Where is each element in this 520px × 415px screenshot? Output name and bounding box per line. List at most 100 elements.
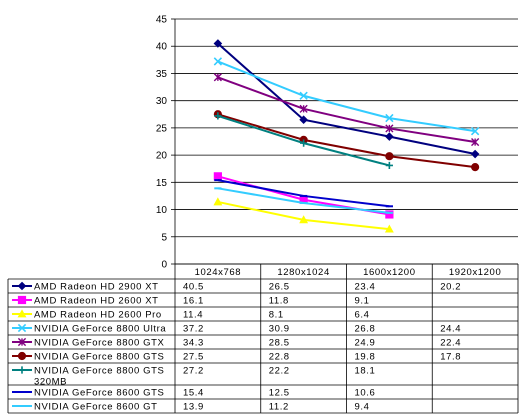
series-7 <box>214 112 393 170</box>
y-tick-label: 45 <box>156 15 168 26</box>
series-line <box>217 76 476 144</box>
legend-label: NVIDIA GeForce 8600 GTS <box>34 388 165 399</box>
data-label: 40.5 <box>183 282 204 293</box>
data-point <box>471 162 480 172</box>
x-category-label: 1024x768 <box>195 267 242 278</box>
data-point <box>300 139 308 147</box>
data-point <box>470 149 480 159</box>
data-point <box>214 112 222 120</box>
y-tick-label: 0 <box>161 260 167 271</box>
data-table: 1024x768 1280x1024 1600x1200 1920x1200 AMD R… <box>7 263 519 414</box>
y-tick-label: 20 <box>156 151 168 162</box>
data-label: 27.5 <box>183 352 204 363</box>
data-label: 8.1 <box>269 310 284 321</box>
data-point <box>213 57 223 66</box>
data-point <box>385 161 393 170</box>
data-point <box>471 137 480 147</box>
data-label: 10.6 <box>355 388 376 399</box>
y-tick-label: 30 <box>156 96 168 107</box>
data-label: 18.1 <box>355 366 376 377</box>
legend-key <box>12 351 32 361</box>
legend-label: AMD Radeon HD 2600 XT <box>34 296 159 307</box>
legend-label: NVIDIA GeForce 8800 Ultra <box>34 324 166 335</box>
legend-label: NVIDIA GeForce 8800 GTX <box>34 338 165 349</box>
y-tick-label: 25 <box>156 123 168 134</box>
data-label: 15.4 <box>183 388 204 399</box>
legend-label: NVIDIA GeForce 8800 GTS <box>34 352 165 363</box>
data-point <box>299 104 308 113</box>
legend-key <box>12 337 32 347</box>
data-point <box>385 152 394 161</box>
legend-key <box>12 295 32 305</box>
data-point <box>17 337 27 347</box>
x-category-label: 1280x1024 <box>277 267 329 278</box>
data-point <box>17 323 27 333</box>
data-point <box>17 309 27 318</box>
data-label: 6.4 <box>355 310 370 321</box>
data-label: 24.4 <box>440 324 461 335</box>
data-label: 27.2 <box>183 366 204 377</box>
legend-label: NVIDIA GeForce 8800 GTS <box>34 366 165 377</box>
data-point <box>213 197 223 206</box>
data-point <box>385 124 394 133</box>
data-point <box>213 39 223 48</box>
legend-key <box>12 366 32 374</box>
data-point <box>384 224 394 233</box>
data-label: 26.8 <box>355 324 376 335</box>
data-point <box>17 351 27 361</box>
legend-label: NVIDIA GeForce 8600 GT <box>34 402 158 413</box>
series-8 <box>214 179 393 208</box>
data-point <box>213 172 222 181</box>
legend-key <box>12 309 32 318</box>
series-9 <box>214 187 393 214</box>
data-label: 24.9 <box>355 338 376 349</box>
data-label: 34.3 <box>183 338 204 349</box>
data-label: 17.8 <box>440 352 461 363</box>
y-tick-label: 10 <box>156 205 168 216</box>
series-1 <box>213 39 480 159</box>
legend-key <box>12 323 32 333</box>
series-5 <box>213 73 480 147</box>
data-point <box>18 366 26 374</box>
series-line <box>217 113 476 169</box>
y-tick-label: 5 <box>161 232 167 243</box>
y-tick-label: 40 <box>156 42 168 53</box>
data-label: 28.5 <box>269 338 290 349</box>
legend-label: AMD Radeon HD 2900 XT <box>34 282 159 293</box>
data-label: 22.8 <box>269 352 290 363</box>
data-point <box>299 215 309 224</box>
series-4 <box>213 57 480 136</box>
data-point <box>299 115 308 125</box>
data-point <box>299 91 308 100</box>
series-6 <box>213 110 480 172</box>
legend-label: AMD Radeon HD 2600 Pro <box>34 310 162 321</box>
data-label: 30.9 <box>269 324 290 335</box>
data-label: 20.2 <box>440 282 461 293</box>
x-category-label: 1600x1200 <box>363 267 415 278</box>
data-label: 13.9 <box>183 402 204 413</box>
data-label: 19.8 <box>355 352 376 363</box>
legend-label: 320MB <box>34 377 67 388</box>
data-point <box>470 126 480 136</box>
data-point <box>385 210 394 219</box>
data-point <box>17 281 27 291</box>
y-tick-label: 15 <box>156 178 168 189</box>
data-label: 11.8 <box>269 296 289 307</box>
series-line <box>217 42 476 156</box>
series-lines <box>213 39 480 233</box>
data-label: 22.4 <box>440 338 461 349</box>
series-3 <box>213 197 394 233</box>
data-label: 16.1 <box>183 296 204 307</box>
x-category-label: 1920x1200 <box>449 267 501 278</box>
y-tick-label: 35 <box>156 69 168 80</box>
series-line <box>217 60 476 133</box>
data-label: 12.5 <box>269 388 290 399</box>
data-label: 22.2 <box>269 366 290 377</box>
data-point <box>385 132 394 141</box>
data-label: 37.2 <box>183 324 204 335</box>
data-point <box>385 113 394 123</box>
data-label: 9.4 <box>355 402 370 413</box>
data-label: 11.2 <box>269 402 289 413</box>
y-axis: 0 5 10 15 20 25 30 35 40 45 <box>156 15 176 271</box>
